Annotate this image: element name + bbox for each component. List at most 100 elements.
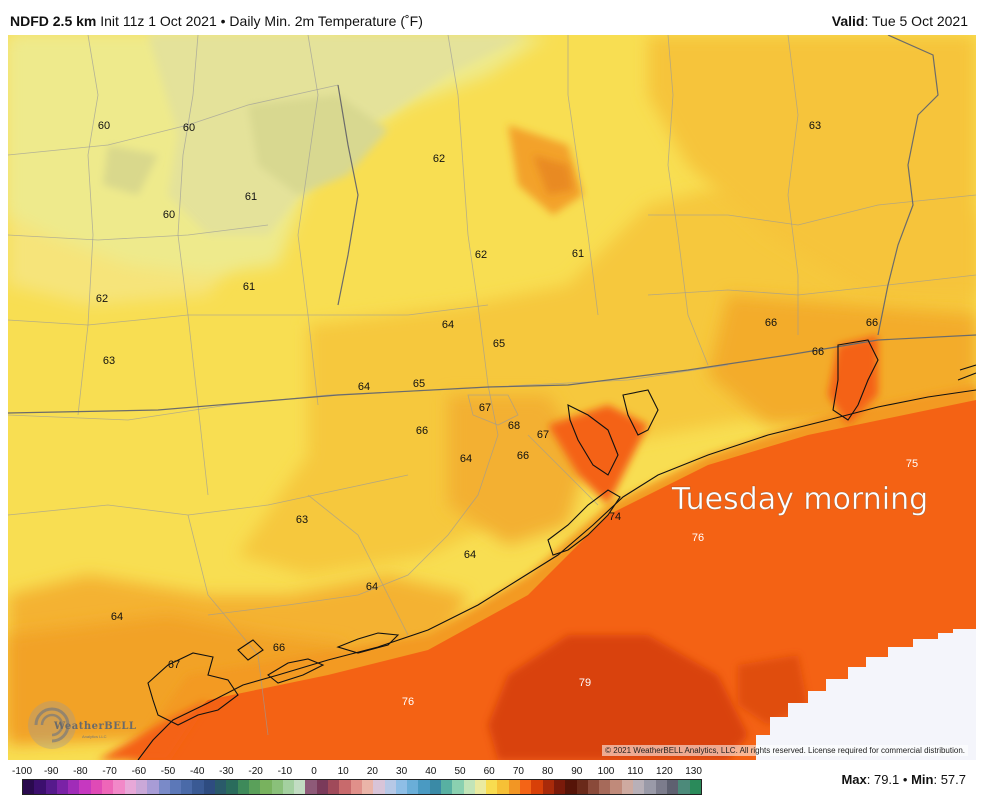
colorbar-tick-label: -70 — [102, 766, 117, 777]
colorbar-segment — [294, 780, 306, 794]
temp-label: 66 — [765, 317, 777, 329]
colorbar-segment — [395, 780, 408, 794]
colorbar-segment — [520, 780, 532, 794]
colorbar-tick-label: 80 — [542, 766, 554, 777]
colorbar-segment — [248, 780, 261, 794]
colorbar-segment — [45, 780, 57, 794]
temp-label: 63 — [809, 120, 821, 132]
colorbar-segment — [226, 780, 238, 794]
temp-label: 67 — [479, 402, 491, 414]
colorbar-segment — [407, 780, 419, 794]
colorbar-segment — [361, 780, 374, 794]
colorbar-segment — [384, 780, 396, 794]
temp-label: 64 — [366, 581, 378, 593]
colorbar-tick-label: 90 — [571, 766, 583, 777]
colorbar-tick-label: -30 — [219, 766, 234, 777]
temp-label: 66 — [273, 642, 285, 654]
temperature-fill-layer — [8, 35, 976, 760]
temp-label: 76 — [402, 696, 414, 708]
valid-time: Valid: Tue 5 Oct 2021 — [832, 13, 968, 29]
colorbar-segment — [23, 780, 35, 794]
colorbar-segment — [644, 780, 656, 794]
min-label: Min — [911, 772, 934, 787]
colorbar-segment — [102, 780, 114, 794]
colorbar-segment — [565, 780, 577, 794]
colorbar-segment — [90, 780, 103, 794]
map-title: NDFD 2.5 km Init 11z 1 Oct 2021 • Daily … — [10, 13, 423, 29]
temp-label: 64 — [358, 381, 370, 393]
temp-label: 67 — [168, 659, 180, 671]
colorbar-segment — [271, 780, 283, 794]
colorbar-segment — [282, 780, 295, 794]
model-name: NDFD 2.5 km — [10, 13, 97, 29]
colorbar-tick-label: -20 — [248, 766, 263, 777]
colorbar-segment — [655, 780, 667, 794]
colorbar-tick-label: -60 — [131, 766, 147, 777]
colorbar-segment — [486, 780, 498, 794]
temp-label: 64 — [464, 549, 476, 561]
colorbar-segment — [576, 780, 588, 794]
max-label: Max — [841, 772, 867, 787]
temperature-map[interactable]: 60 60 62 63 61 60 62 61 62 61 64 65 66 6… — [8, 35, 976, 760]
legend-footer: -100 -90 -80 -70 -60 -50 -40 -30 -20 -10 0 10 20 30 40… — [0, 760, 984, 808]
colorbar-segment — [328, 780, 340, 794]
temp-label: 62 — [433, 153, 445, 165]
min-value: : 57.7 — [933, 772, 966, 787]
colorbar-segment — [553, 780, 566, 794]
max-min-stats: Max: 79.1 • Min: 57.7 — [841, 772, 966, 787]
colorbar-segment — [452, 780, 464, 794]
temp-label: 60 — [98, 120, 110, 132]
colorbar-segment — [203, 780, 216, 794]
colorbar-segment — [305, 780, 317, 794]
temp-label: 61 — [572, 248, 584, 260]
colorbar-segment — [79, 780, 91, 794]
temp-label: 60 — [163, 209, 175, 221]
colorbar-tick-label: 30 — [396, 766, 408, 777]
colorbar-segment — [678, 780, 690, 794]
temp-label: 68 — [508, 420, 520, 432]
temp-label: 60 — [183, 122, 195, 134]
colorbar-segment — [497, 780, 509, 794]
temp-label: 62 — [475, 249, 487, 261]
colorbar-segment — [373, 780, 385, 794]
colorbar-tick-label: 110 — [627, 766, 644, 777]
colorbar-tick-label: 130 — [685, 766, 702, 777]
colorbar-segment — [158, 780, 170, 794]
colorbar-segment — [169, 780, 182, 794]
colorbar-segment — [621, 780, 634, 794]
temp-label: 74 — [609, 511, 621, 523]
colorbar-segment — [429, 780, 441, 794]
colorbar-segment — [260, 780, 272, 794]
colorbar-tick-label: -50 — [160, 766, 176, 777]
colorbar-tick-label: 40 — [425, 766, 437, 777]
colorbar-tick-label: -100 — [11, 766, 33, 777]
colorbar-segment — [124, 780, 136, 794]
colorbar-tick-label: -80 — [73, 766, 88, 777]
valid-date: : Tue 5 Oct 2021 — [864, 13, 968, 29]
colorbar-segment — [147, 780, 159, 794]
temp-label: 62 — [96, 293, 108, 305]
temp-label: 66 — [517, 450, 529, 462]
colorbar-segment — [531, 780, 543, 794]
colorbar-segment — [587, 780, 600, 794]
temp-label: 66 — [866, 317, 878, 329]
annotation-text: Tuesday morning — [671, 482, 928, 517]
copyright-notice: © 2021 WeatherBELL Analytics, LLC. All r… — [602, 745, 968, 756]
colorbar-tick-label: -10 — [277, 766, 293, 777]
logo-subtext: Analytics LLC — [82, 734, 107, 739]
max-value: : 79.1 — [866, 772, 900, 787]
colorbar-segment — [350, 780, 362, 794]
product-name: Daily Min. 2m Temperature (˚F) — [229, 13, 423, 29]
colorbar-segment — [181, 780, 193, 794]
temp-label: 79 — [579, 677, 591, 689]
temp-label: 64 — [442, 319, 454, 331]
colorbar-tick-label: 20 — [366, 766, 378, 777]
colorbar-segment — [610, 780, 622, 794]
colorbar-tick-label: -40 — [189, 766, 205, 777]
init-time: Init 11z 1 Oct 2021 — [100, 13, 217, 29]
colorbar-segment — [316, 780, 329, 794]
colorbar-segment — [192, 780, 204, 794]
temp-label: 75 — [906, 458, 918, 470]
logo-text: WeatherBELL — [54, 721, 137, 732]
colorbar-segment — [666, 780, 679, 794]
